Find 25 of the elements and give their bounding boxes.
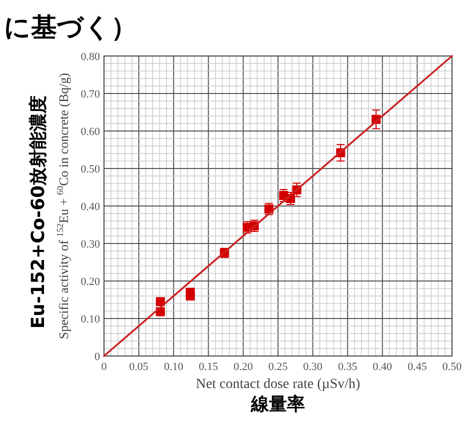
text: 線量率	[250, 394, 305, 415]
y-tick-label: 0.30	[80, 238, 100, 250]
y-tick-label: 0.80	[80, 51, 100, 63]
point	[156, 297, 165, 306]
x-tick-label: 0.45	[408, 361, 428, 373]
y-tick-label: 0.70	[80, 88, 100, 100]
y-tick-label: 0.50	[80, 164, 100, 176]
y-tick-label: 0.40	[80, 201, 100, 213]
x-tick-label: 0.35	[338, 361, 358, 373]
x-tick-label: 0.30	[303, 361, 323, 373]
text: Eu-152+Co-60放射能濃度	[28, 95, 49, 329]
point	[186, 292, 195, 300]
x-tick-label: 0.05	[129, 361, 149, 373]
x-tick-label: 0.15	[198, 361, 219, 373]
x-tick-label: 0.40	[372, 361, 393, 373]
y-tick-label: 0.10	[80, 314, 100, 326]
x-tick-label: 0.50	[442, 361, 462, 373]
x-tick-label: 0.25	[268, 361, 288, 373]
y-tick-label: 0	[94, 351, 100, 363]
x-tick-label: 0.10	[164, 361, 184, 373]
chart-title: に基づく）	[4, 13, 137, 43]
y-tick-label: 0.20	[80, 276, 100, 288]
y-tick-label: 0.60	[80, 126, 100, 138]
x-axis-title: Net contact dose rate (µSv/h)	[196, 377, 361, 392]
x-tick-label: 0.20	[234, 361, 254, 373]
